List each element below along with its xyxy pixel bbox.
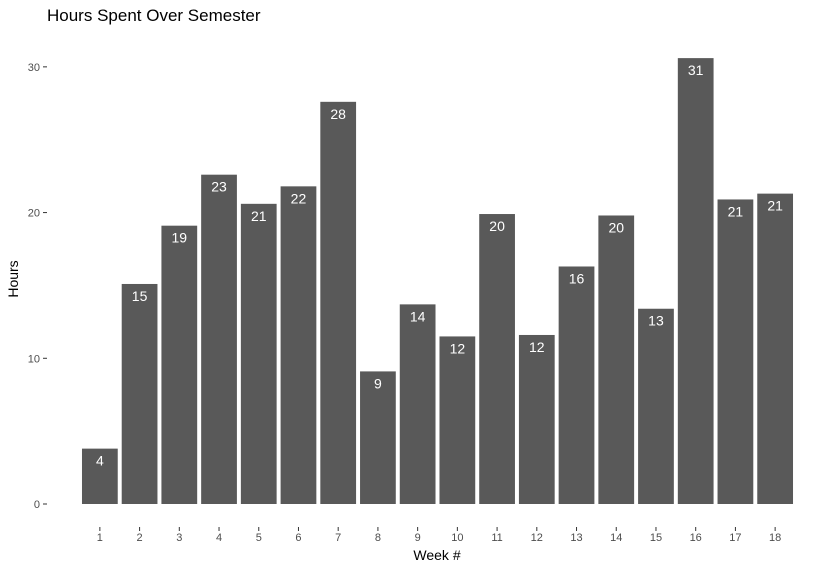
bar-value-label: 31 <box>688 62 704 78</box>
x-tick-label: 16 <box>690 532 702 544</box>
x-tick-label: 17 <box>729 532 741 544</box>
y-tick-label: 10 <box>28 353 40 365</box>
y-axis-title: Hours <box>5 260 21 297</box>
bar <box>439 336 476 504</box>
bar-value-label: 9 <box>374 375 382 391</box>
x-tick-label: 11 <box>491 532 502 544</box>
bar <box>638 308 674 504</box>
x-tick-label: 12 <box>531 532 543 544</box>
bar-value-label: 15 <box>132 288 148 304</box>
x-tick-label: 6 <box>295 532 301 544</box>
bar-value-label: 21 <box>251 208 267 224</box>
bar-value-label: 12 <box>529 339 545 355</box>
bar-value-label: 14 <box>410 308 426 324</box>
bar-value-label: 23 <box>211 179 227 195</box>
bar-value-label: 22 <box>291 190 307 206</box>
bar <box>399 304 436 504</box>
x-tick-label: 4 <box>216 532 222 544</box>
x-tick-label: 8 <box>375 532 381 544</box>
x-tick-label: 1 <box>97 532 103 544</box>
x-tick-label: 15 <box>650 532 662 544</box>
bar <box>757 193 794 504</box>
x-tick-label: 18 <box>769 532 781 544</box>
bar-value-label: 21 <box>728 203 744 219</box>
x-tick-label: 7 <box>335 532 341 544</box>
bar-value-label: 13 <box>648 313 664 329</box>
bar <box>240 203 277 505</box>
bar <box>518 334 555 504</box>
data-labels: 4 15 19 23 21 22 28 9 14 12 20 12 16 20 13 31 21 21 <box>96 62 783 469</box>
bar <box>558 266 595 504</box>
bar-value-label: 16 <box>569 270 585 286</box>
x-tick-label: 5 <box>256 532 262 544</box>
bar <box>280 186 317 505</box>
bar-value-label: 12 <box>450 340 466 356</box>
bar <box>121 283 158 504</box>
bar-value-label: 20 <box>489 218 505 234</box>
bar <box>598 215 635 504</box>
bar <box>479 214 515 504</box>
x-tick-label: 3 <box>176 532 182 544</box>
y-axis: 0 10 20 30 <box>28 62 47 511</box>
x-axis: 1 2 3 4 5 6 7 8 9 10 11 12 13 14 15 16 17 18 <box>97 527 781 544</box>
bar <box>161 225 198 504</box>
chart-title: Hours Spent Over Semester <box>47 6 261 25</box>
bar-value-label: 21 <box>767 198 783 214</box>
bar <box>81 448 118 504</box>
x-tick-label: 14 <box>610 532 622 544</box>
bar <box>320 101 357 504</box>
bar-value-label: 20 <box>608 219 624 235</box>
y-tick-label: 30 <box>28 62 40 74</box>
bar <box>201 174 237 504</box>
bar-value-label: 4 <box>96 453 104 469</box>
bar <box>677 58 714 504</box>
bars <box>81 58 794 505</box>
x-tick-label: 9 <box>415 532 421 544</box>
bar-value-label: 19 <box>172 230 188 246</box>
x-axis-title: Week # <box>413 547 460 563</box>
bar <box>717 199 754 504</box>
y-tick-label: 0 <box>34 499 40 511</box>
x-tick-label: 2 <box>137 532 143 544</box>
x-tick-label: 10 <box>451 532 463 544</box>
bar-value-label: 28 <box>330 106 346 122</box>
bar <box>360 371 396 504</box>
y-tick-label: 20 <box>28 208 40 220</box>
x-tick-label: 13 <box>570 532 582 544</box>
